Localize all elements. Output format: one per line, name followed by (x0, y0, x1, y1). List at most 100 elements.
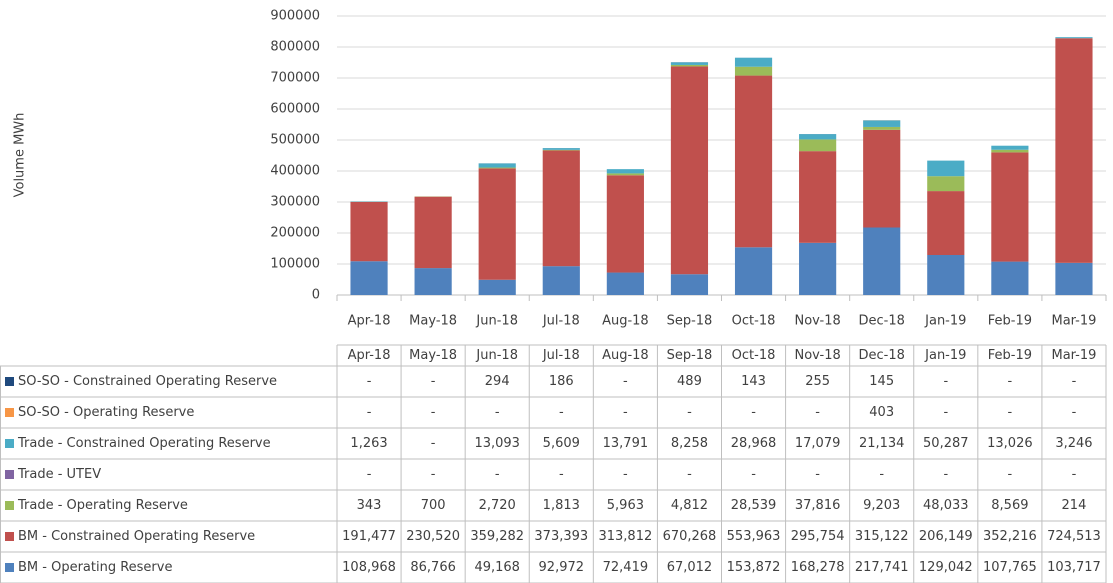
table-cell: - (687, 405, 692, 420)
table-cell: - (367, 374, 372, 389)
y-tick-label: 300000 (270, 195, 320, 210)
table-header: Oct-18 (732, 348, 776, 363)
table-cell: - (751, 405, 756, 420)
table-cell: - (943, 405, 948, 420)
bar-segment (1055, 262, 1093, 295)
table-cell: - (687, 467, 692, 482)
table-cell: 214 (1062, 498, 1087, 513)
bar-segment (670, 64, 709, 67)
table-cell: 107,765 (983, 560, 1037, 575)
legend-label: BM - Constrained Operating Reserve (18, 529, 255, 544)
bar-segment (606, 272, 644, 295)
bar-segment (542, 150, 580, 267)
table-cell: 2,720 (479, 498, 516, 513)
table-cell: 153,872 (727, 560, 781, 575)
legend-label: Trade - Constrained Operating Reserve (17, 436, 271, 451)
x-tick-label: Feb-19 (988, 314, 1032, 329)
bar-segment (606, 175, 644, 273)
y-tick-label: 600000 (270, 102, 320, 117)
bar-segment (799, 242, 837, 295)
table-cell: 49,168 (474, 560, 520, 575)
table-cell: - (943, 467, 948, 482)
bar-segment (478, 167, 516, 169)
legend-swatch (5, 377, 14, 386)
bar-segment (542, 148, 580, 150)
table-cell: 3,246 (1055, 436, 1092, 451)
y-tick-label: 200000 (270, 226, 320, 241)
bar-segment (670, 62, 709, 65)
table-header: Aug-18 (602, 348, 649, 363)
table-cell: - (879, 467, 884, 482)
table-header: Dec-18 (859, 348, 905, 363)
bar-segment (414, 268, 452, 295)
bar-segment (927, 191, 965, 255)
x-tick-label: Jul-18 (542, 314, 580, 329)
bar-segment (542, 149, 580, 151)
x-tick-label: Dec-18 (859, 314, 905, 329)
table-header: Jul-18 (542, 348, 580, 363)
bar-segment (350, 201, 388, 262)
bar-segment (799, 134, 837, 140)
legend-swatch (5, 501, 14, 510)
table-cell: 352,216 (983, 529, 1037, 544)
table-cell: 4,812 (671, 498, 708, 513)
legend-label: BM - Operating Reserve (18, 560, 172, 575)
table-cell: - (431, 467, 436, 482)
table-cell: 489 (677, 374, 702, 389)
x-tick-label: Jan-19 (924, 314, 966, 329)
table-cell: 50,287 (923, 436, 969, 451)
bar-segment (350, 261, 388, 295)
table-cell: - (943, 374, 948, 389)
table-cell: 359,282 (470, 529, 524, 544)
table-cell: 295,754 (791, 529, 845, 544)
x-tick-label: Aug-18 (602, 314, 649, 329)
legend-swatch (5, 470, 14, 479)
table-cell: - (815, 467, 820, 482)
table-cell: 206,149 (919, 529, 973, 544)
table-cell: 13,791 (603, 436, 649, 451)
table-cell: 255 (805, 374, 830, 389)
table-cell: 48,033 (923, 498, 969, 513)
table-header: Apr-18 (348, 348, 391, 363)
table-cell: 553,963 (727, 529, 781, 544)
bar-segment (991, 152, 1029, 262)
table-cell: - (1008, 374, 1013, 389)
legend-swatch (5, 408, 14, 417)
bar-segment (478, 163, 516, 168)
table-cell: - (431, 436, 436, 451)
table-cell: 108,968 (342, 560, 396, 575)
table-cell: 13,026 (987, 436, 1033, 451)
bar-segment (542, 266, 580, 295)
bar-segment (670, 274, 709, 295)
table-cell: 230,520 (406, 529, 460, 544)
y-tick-label: 900000 (270, 9, 320, 24)
y-tick-label: 500000 (270, 133, 320, 148)
table-cell: 8,569 (991, 498, 1028, 513)
table-cell: 8,258 (671, 436, 708, 451)
legend-label: SO-SO - Operating Reserve (18, 405, 194, 420)
bar-segment (991, 149, 1029, 153)
legend-swatch (5, 532, 14, 541)
x-tick-label: May-18 (409, 314, 457, 329)
table-cell: 700 (421, 498, 446, 513)
bar-segment (863, 227, 901, 295)
y-tick-label: 400000 (270, 164, 320, 179)
table-cell: 72,419 (603, 560, 649, 575)
y-tick-label: 0 (312, 288, 320, 303)
table-cell: 17,079 (795, 436, 841, 451)
table-header: Sep-18 (667, 348, 713, 363)
table-cell: - (431, 405, 436, 420)
table-cell: 343 (357, 498, 382, 513)
table-cell: 145 (869, 374, 894, 389)
x-tick-label: Sep-18 (667, 314, 713, 329)
table-cell: - (367, 405, 372, 420)
table-cell: 9,203 (863, 498, 900, 513)
bar-segment (927, 160, 965, 177)
bar-segment (799, 139, 837, 152)
table-header: Mar-19 (1051, 348, 1096, 363)
table-cell: 129,042 (919, 560, 973, 575)
table-cell: 5,609 (543, 436, 580, 451)
table-cell: 294 (485, 374, 510, 389)
table-header: Feb-19 (988, 348, 1032, 363)
